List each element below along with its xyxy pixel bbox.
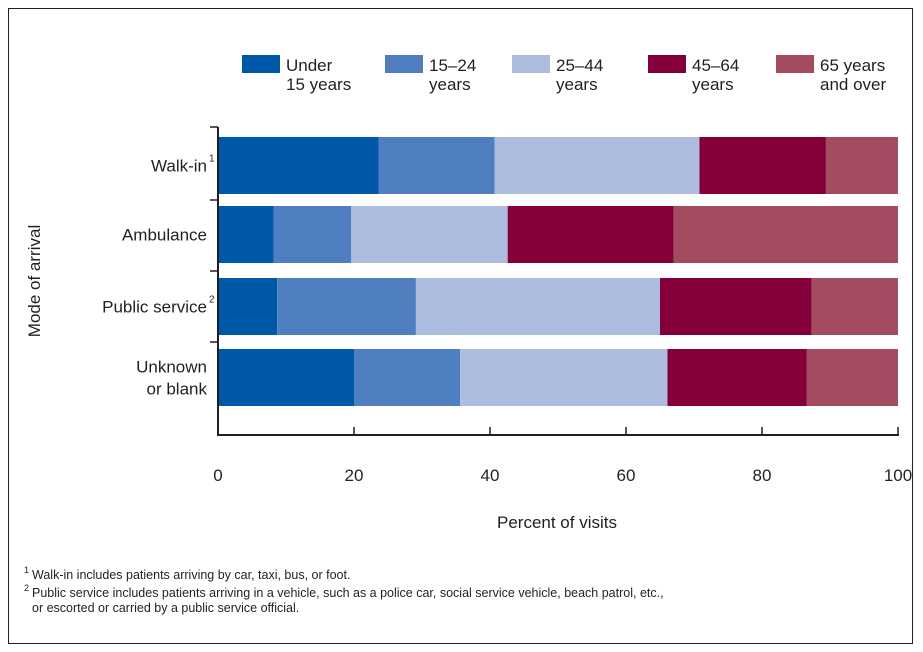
- footnote-marker: 2: [209, 295, 215, 306]
- bar-segment: [806, 349, 898, 406]
- bar-segment: [218, 349, 354, 406]
- bar-segment: [507, 206, 674, 263]
- x-axis-title: Percent of visits: [497, 513, 617, 532]
- legend-label: 45–64 years: [692, 56, 739, 94]
- bars: Walk-in 1 Ambulance Public service 2 Unknown o…: [102, 137, 898, 406]
- footnote-marker: 1: [209, 154, 215, 165]
- legend-item: 15–24 years: [385, 55, 476, 94]
- legend-item: 65 years and over: [776, 55, 886, 94]
- category-label: Public service: [102, 298, 207, 317]
- y-axis-title: Mode of arrival: [25, 225, 44, 337]
- legend-label: 15–24 years: [429, 56, 476, 94]
- legend-item: 25–44 years: [512, 55, 603, 94]
- bar-segment: [218, 137, 379, 194]
- bar-segment: [699, 137, 826, 194]
- bar-segment: [415, 278, 660, 335]
- legend-label: 65 years and over: [820, 56, 886, 94]
- x-tick-label: 60: [617, 466, 636, 485]
- legend-swatch: [776, 55, 814, 73]
- bar-segment: [825, 137, 898, 194]
- legend-swatch: [385, 55, 423, 73]
- legend: Under 15 years 15–24 years 25–44 years 45–64 ye…: [242, 55, 886, 94]
- bar-segment: [218, 206, 274, 263]
- category-label: Ambulance: [122, 226, 207, 245]
- bar-segment: [273, 206, 352, 263]
- bar-segment: [811, 278, 898, 335]
- bar-segment: [277, 278, 416, 335]
- category-label: Unknown or blank: [136, 358, 207, 399]
- footnote-2: 2 Public service includes patients arriv…: [24, 583, 664, 615]
- legend-swatch: [648, 55, 686, 73]
- bar-segment: [378, 137, 495, 194]
- bar-segment: [673, 206, 898, 263]
- x-tick-label: 100: [884, 466, 912, 485]
- x-tick-label: 0: [213, 466, 222, 485]
- bar-segment: [660, 278, 812, 335]
- legend-label: 25–44 years: [556, 56, 603, 94]
- x-tick-label: 40: [481, 466, 500, 485]
- axes: 0 20 40 60 80 100: [210, 126, 912, 485]
- legend-item: 45–64 years: [648, 55, 739, 94]
- legend-label: Under 15 years: [286, 56, 351, 94]
- bar-segment: [494, 137, 700, 194]
- bar-segment: [351, 206, 508, 263]
- x-tick-label: 80: [753, 466, 772, 485]
- x-tick-label: 20: [345, 466, 364, 485]
- legend-swatch: [512, 55, 550, 73]
- bar-segment: [354, 349, 461, 406]
- legend-item: Under 15 years: [242, 55, 351, 94]
- category-label: Walk-in: [151, 157, 207, 176]
- legend-swatch: [242, 55, 280, 73]
- footnotes: 1 Walk-in includes patients arriving by …: [24, 565, 904, 619]
- footnote-1: 1 Walk-in includes patients arriving by …: [24, 565, 351, 582]
- bar-segment: [218, 278, 278, 335]
- bar-segment: [460, 349, 668, 406]
- bar-segment: [667, 349, 807, 406]
